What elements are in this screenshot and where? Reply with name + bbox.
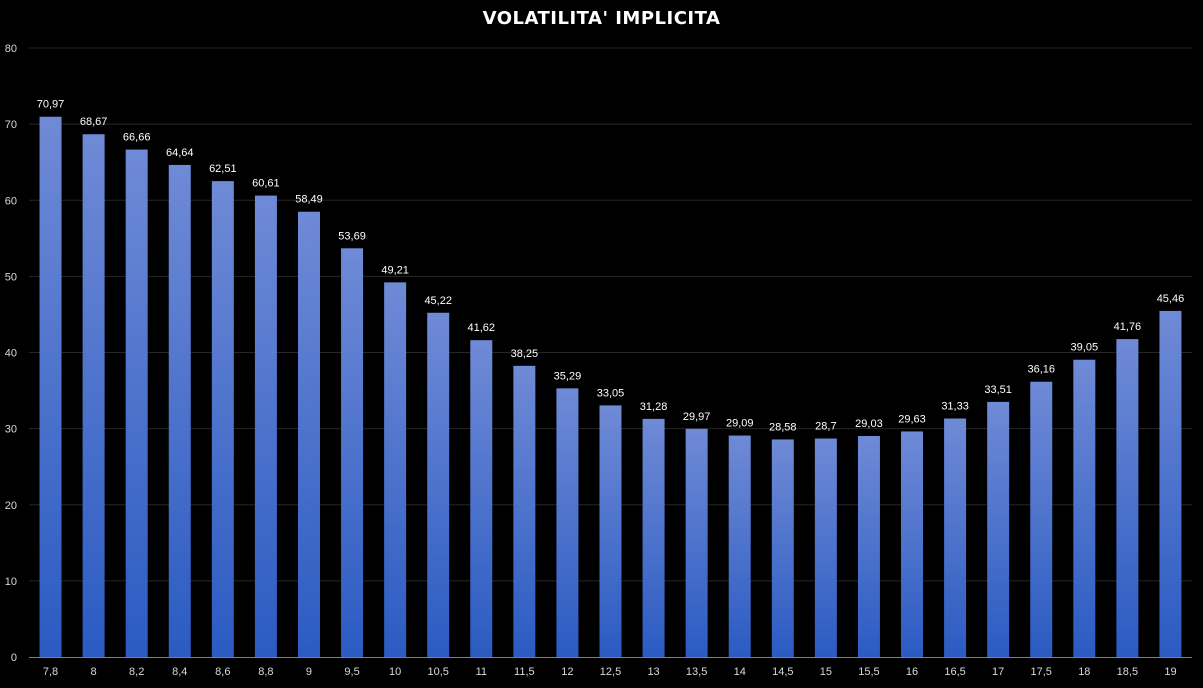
- data-label: 39,05: [1071, 342, 1099, 354]
- x-tick-label: 17: [992, 666, 1004, 678]
- x-tick-label: 17,5: [1031, 666, 1052, 678]
- data-label: 41,62: [468, 322, 496, 334]
- bar: [987, 401, 1010, 657]
- data-label: 53,69: [338, 230, 366, 242]
- x-tick-label: 8: [91, 666, 97, 678]
- x-tick-label: 10: [389, 666, 401, 678]
- data-label: 31,28: [640, 401, 668, 413]
- x-tick-label: 15,5: [858, 666, 879, 678]
- x-tick-label: 7,8: [43, 666, 58, 678]
- data-label: 29,63: [898, 413, 926, 425]
- x-tick-label: 8,2: [129, 666, 144, 678]
- bar: [642, 418, 665, 657]
- bar: [513, 365, 536, 657]
- x-tick-label: 10,5: [427, 666, 448, 678]
- data-label: 45,22: [424, 295, 452, 307]
- bar: [168, 164, 191, 658]
- bar: [254, 195, 277, 657]
- data-label: 36,16: [1027, 364, 1055, 376]
- bar: [211, 181, 234, 657]
- bar: [814, 438, 837, 657]
- bar: [297, 211, 320, 657]
- bar: [599, 405, 622, 657]
- data-label: 28,58: [769, 421, 797, 433]
- bars: [39, 116, 1182, 658]
- x-tick-label: 11: [476, 666, 487, 678]
- data-label: 29,97: [683, 411, 711, 423]
- data-label: 60,61: [252, 178, 280, 190]
- x-tick-label: 14: [734, 666, 746, 678]
- data-label: 70,97: [37, 99, 65, 111]
- x-tick-label: 8,4: [172, 666, 187, 678]
- data-label: 31,33: [941, 401, 969, 413]
- data-label: 29,09: [726, 418, 754, 430]
- x-tick-label: 13,5: [686, 666, 707, 678]
- y-tick-label: 50: [5, 271, 17, 283]
- bar: [857, 436, 880, 657]
- y-tick-label: 60: [5, 195, 17, 207]
- chart-title: VOLATILITA' IMPLICITA: [482, 8, 721, 29]
- bar: [341, 248, 364, 657]
- data-label: 35,29: [554, 370, 582, 382]
- data-label: 41,76: [1114, 321, 1142, 333]
- bar: [1159, 310, 1182, 657]
- bar: [125, 149, 148, 657]
- bar: [771, 439, 794, 657]
- x-tick-label: 13: [647, 666, 659, 678]
- x-tick-label: 12,5: [600, 666, 621, 678]
- x-tick-label: 18,5: [1117, 666, 1138, 678]
- bar: [728, 435, 751, 657]
- data-label: 68,67: [80, 116, 108, 128]
- x-tick-label: 9: [306, 666, 312, 678]
- x-tick-label: 15: [820, 666, 832, 678]
- x-tick-label: 12: [561, 666, 573, 678]
- x-tick-label: 19: [1164, 666, 1176, 678]
- data-label: 29,03: [855, 418, 883, 430]
- bar: [39, 116, 62, 658]
- bar: [685, 428, 708, 657]
- bar: [1030, 381, 1053, 657]
- bar: [1073, 359, 1096, 657]
- x-tick-label: 18: [1078, 666, 1090, 678]
- x-tick-label: 16: [906, 666, 918, 678]
- bar: [556, 388, 579, 657]
- data-label: 62,51: [209, 163, 237, 175]
- x-tick-label: 11,5: [514, 666, 535, 678]
- bar: [427, 312, 450, 657]
- x-tick-label: 14,5: [772, 666, 793, 678]
- data-label: 33,51: [984, 384, 1012, 396]
- data-label: 49,21: [381, 264, 409, 276]
- data-label: 64,64: [166, 147, 194, 159]
- y-axis: 0 10 20 30 40 50 60 70 80: [5, 43, 17, 664]
- x-tick-label: 9,5: [344, 666, 359, 678]
- y-tick-label: 80: [5, 43, 17, 55]
- data-label: 45,46: [1157, 293, 1185, 305]
- y-tick-label: 20: [5, 500, 17, 512]
- y-tick-label: 40: [5, 348, 17, 360]
- bar: [384, 282, 407, 657]
- data-label: 38,25: [511, 348, 539, 360]
- data-label: 58,49: [295, 194, 323, 206]
- bar: [82, 134, 105, 657]
- y-tick-label: 10: [5, 576, 17, 588]
- data-labels: 70,97 68,67 66,66 64,64 62,51 60,61 58,49 53,69…: [37, 99, 1184, 434]
- x-axis: 7,8 8 8,2 8,4 8,6 8,8 9 9,5 10 10,5 11 11,5 12 12,5 13…: [29, 657, 1192, 678]
- bar: [470, 340, 493, 657]
- data-label: 28,7: [815, 421, 836, 433]
- bar: [1116, 339, 1139, 657]
- bar: [944, 418, 967, 657]
- x-tick-label: 8,8: [258, 666, 273, 678]
- y-tick-label: 0: [11, 652, 17, 664]
- data-label: 33,05: [597, 387, 625, 399]
- data-label: 66,66: [123, 132, 151, 144]
- x-tick-label: 16,5: [944, 666, 965, 678]
- y-tick-label: 70: [5, 119, 17, 131]
- x-tick-label: 8,6: [215, 666, 230, 678]
- y-tick-label: 30: [5, 424, 17, 436]
- bar: [901, 431, 924, 657]
